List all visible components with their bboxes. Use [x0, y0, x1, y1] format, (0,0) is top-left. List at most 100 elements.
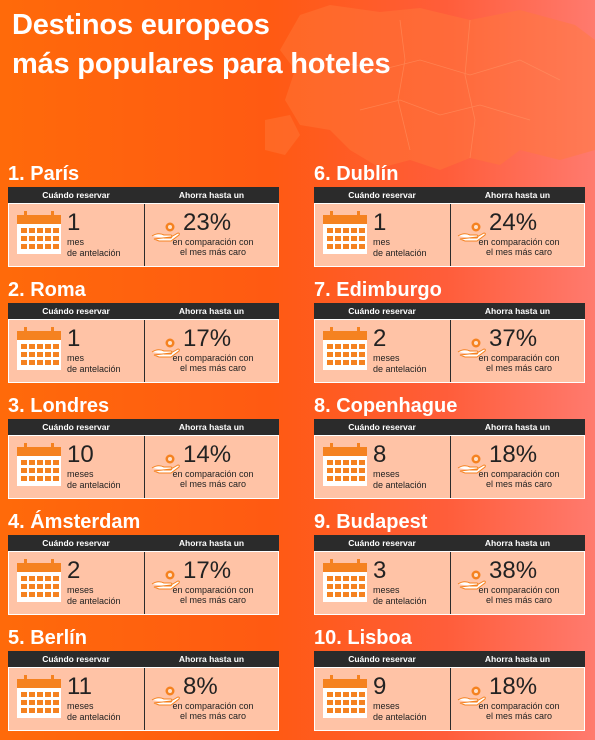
destination-card-3: 3. Londres Cuándo reservar Ahorra hasta … [8, 394, 279, 499]
months-value: 3 [373, 557, 387, 584]
when-to-book-label: Cuándo reservar [42, 306, 110, 316]
card-body: 10 meses de antelación 14% en comparació… [8, 435, 279, 499]
hand-coin-icon [151, 570, 180, 590]
months-unit-label: meses de antelación [67, 701, 121, 722]
calendar-icon [323, 559, 367, 602]
savings-percent: 17% [183, 557, 232, 584]
comparison-label: en comparación con el mes más caro [172, 353, 254, 373]
months-value: 1 [67, 325, 81, 352]
hand-coin-icon [457, 686, 486, 706]
destination-card-4: 4. Ámsterdam Cuándo reservar Ahorra hast… [8, 510, 279, 615]
destination-heading: 8. Copenhague [314, 395, 458, 417]
card-body: 3 meses de antelación 38% en comparación… [314, 551, 585, 615]
card-header-bar: Cuándo reservar Ahorra hasta un [8, 303, 279, 319]
savings-percent: 23% [183, 209, 232, 236]
savings-percent: 38% [489, 557, 538, 584]
hand-coin-icon [457, 454, 486, 474]
column-divider [144, 552, 145, 614]
column-divider [144, 320, 145, 382]
destination-heading: 7. Edimburgo [314, 279, 442, 301]
months-value: 1 [373, 209, 387, 236]
calendar-icon [17, 675, 61, 718]
save-up-to-label: Ahorra hasta un [178, 306, 245, 316]
column-divider [450, 320, 451, 382]
savings-percent: 14% [183, 441, 232, 468]
column-divider [450, 204, 451, 266]
card-body: 9 meses de antelación 18% en comparación… [314, 667, 585, 731]
months-value: 11 [67, 673, 92, 700]
column-divider [450, 668, 451, 730]
save-up-to-label: Ahorra hasta un [178, 538, 245, 548]
destination-card-2: 2. Roma Cuándo reservar Ahorra hasta un … [8, 278, 279, 383]
when-to-book-label: Cuándo reservar [348, 654, 416, 664]
save-up-to-label: Ahorra hasta un [484, 190, 551, 200]
calendar-icon [17, 443, 61, 486]
column-divider [450, 552, 451, 614]
comparison-label: en comparación con el mes más caro [172, 237, 254, 257]
when-to-book-label: Cuándo reservar [42, 422, 110, 432]
title-line-2: más populares para hoteles [12, 48, 391, 80]
save-up-to-label: Ahorra hasta un [484, 422, 551, 432]
destination-heading: 6. Dublín [314, 163, 399, 185]
save-up-to-label: Ahorra hasta un [484, 538, 551, 548]
when-to-book-label: Cuándo reservar [348, 306, 416, 316]
calendar-icon [17, 211, 61, 254]
savings-percent: 18% [489, 673, 538, 700]
card-header-bar: Cuándo reservar Ahorra hasta un [314, 535, 585, 551]
months-unit-label: meses de antelación [67, 469, 121, 490]
calendar-icon [323, 211, 367, 254]
destination-card-6: 6. Dublín Cuándo reservar Ahorra hasta u… [314, 162, 585, 267]
months-value: 2 [67, 557, 81, 584]
destination-heading: 5. Berlín [8, 627, 87, 649]
hand-coin-icon [457, 338, 486, 358]
card-body: 2 meses de antelación 37% en comparación… [314, 319, 585, 383]
card-body: 1 mes de antelación 17% en comparación c… [8, 319, 279, 383]
comparison-label: en comparación con el mes más caro [478, 585, 560, 605]
months-unit-label: meses de antelación [67, 585, 121, 606]
hand-coin-icon [151, 686, 180, 706]
calendar-icon [323, 443, 367, 486]
destination-card-7: 7. Edimburgo Cuándo reservar Ahorra hast… [314, 278, 585, 383]
comparison-label: en comparación con el mes más caro [172, 701, 254, 721]
when-to-book-label: Cuándo reservar [42, 190, 110, 200]
when-to-book-label: Cuándo reservar [348, 190, 416, 200]
destination-heading: 4. Ámsterdam [8, 511, 141, 533]
when-to-book-label: Cuándo reservar [348, 422, 416, 432]
column-divider [144, 668, 145, 730]
calendar-icon [323, 675, 367, 718]
destination-card-9: 9. Budapest Cuándo reservar Ahorra hasta… [314, 510, 585, 615]
savings-percent: 8% [183, 673, 218, 700]
months-unit-label: meses de antelación [373, 469, 427, 490]
months-unit-label: mes de antelación [373, 237, 427, 258]
destination-heading: 1. París [8, 163, 80, 185]
card-header-bar: Cuándo reservar Ahorra hasta un [314, 651, 585, 667]
calendar-icon [323, 327, 367, 370]
savings-percent: 24% [489, 209, 538, 236]
comparison-label: en comparación con el mes más caro [478, 237, 560, 257]
calendar-icon [17, 327, 61, 370]
destination-card-10: 10. Lisboa Cuándo reservar Ahorra hasta … [314, 626, 585, 731]
card-body: 8 meses de antelación 18% en comparación… [314, 435, 585, 499]
months-value: 2 [373, 325, 387, 352]
destination-card-5: 5. Berlín Cuándo reservar Ahorra hasta u… [8, 626, 279, 731]
hand-coin-icon [151, 222, 180, 242]
months-unit-label: meses de antelación [373, 353, 427, 374]
card-header-bar: Cuándo reservar Ahorra hasta un [314, 187, 585, 203]
save-up-to-label: Ahorra hasta un [484, 306, 551, 316]
savings-percent: 37% [489, 325, 538, 352]
card-header-bar: Cuándo reservar Ahorra hasta un [8, 419, 279, 435]
destination-card-8: 8. Copenhague Cuándo reservar Ahorra has… [314, 394, 585, 499]
save-up-to-label: Ahorra hasta un [178, 422, 245, 432]
when-to-book-label: Cuándo reservar [348, 538, 416, 548]
card-body: 11 meses de antelación 8% en comparación… [8, 667, 279, 731]
months-value: 10 [67, 441, 94, 468]
months-value: 9 [373, 673, 387, 700]
months-unit-label: mes de antelación [67, 237, 121, 258]
months-unit-label: meses de antelación [373, 701, 427, 722]
savings-percent: 17% [183, 325, 232, 352]
hand-coin-icon [151, 338, 180, 358]
card-body: 2 meses de antelación 17% en comparación… [8, 551, 279, 615]
hand-coin-icon [457, 222, 486, 242]
comparison-label: en comparación con el mes más caro [478, 469, 560, 489]
hand-coin-icon [151, 454, 180, 474]
